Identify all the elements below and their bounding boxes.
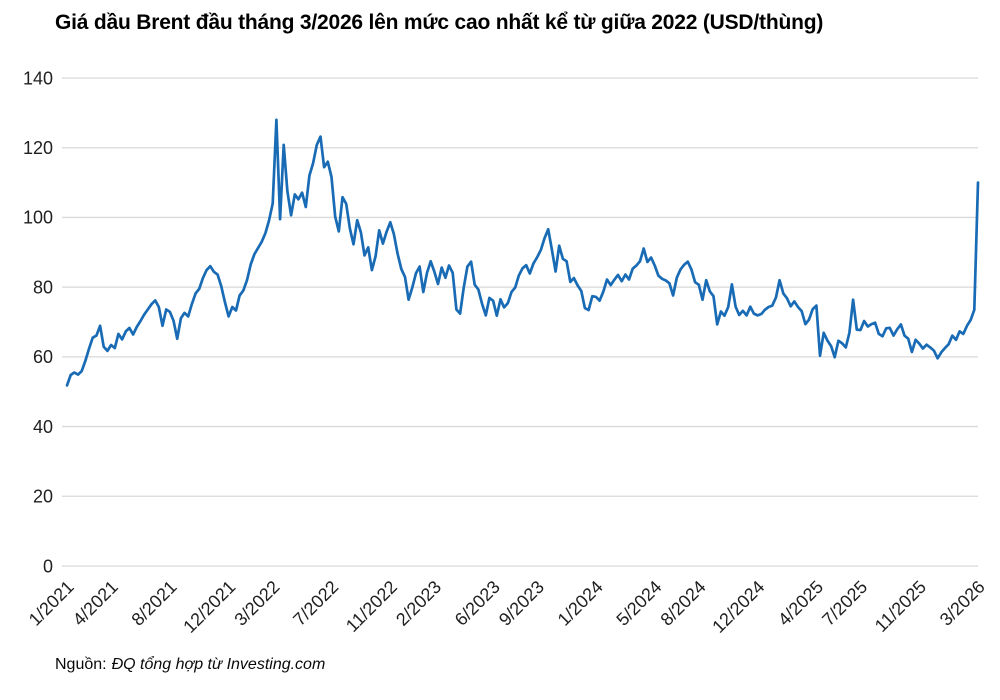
x-axis-tick-label: 1/2024 [554, 577, 607, 630]
x-axis-tick-label: 11/2025 [871, 577, 930, 636]
x-axis-tick-label: 3/2026 [936, 577, 989, 630]
source-note: Nguồn: ĐQ tổng hợp từ Investing.com [55, 656, 325, 674]
x-axis-tick-label: 1/2021 [25, 577, 78, 630]
x-axis-tick-label: 12/2024 [708, 577, 768, 637]
x-axis-tick-label: 4/2021 [69, 577, 122, 630]
x-axis-tick-label: 7/2025 [818, 577, 871, 630]
x-axis-tick-label: 6/2023 [451, 577, 504, 630]
y-axis-tick-label: 80 [33, 277, 53, 297]
x-axis-tick-label: 11/2022 [342, 577, 401, 636]
x-axis-tick-label: 9/2023 [495, 577, 548, 630]
y-axis-tick-label: 20 [33, 487, 53, 507]
x-axis-tick-label: 8/2021 [128, 577, 181, 630]
x-axis-tick-label: 3/2022 [230, 577, 283, 630]
y-axis-tick-label: 40 [33, 417, 53, 437]
source-prefix: Nguồn: [55, 656, 107, 673]
y-axis-tick-label: 60 [33, 347, 53, 367]
y-axis-tick-label: 100 [23, 208, 53, 228]
y-axis-tick-label: 120 [23, 138, 53, 158]
x-axis-tick-label: 5/2024 [612, 577, 665, 630]
x-axis-tick-label: 8/2024 [657, 577, 710, 630]
y-axis-tick-label: 0 [43, 556, 53, 576]
x-axis-tick-label: 2/2023 [392, 577, 445, 630]
x-axis-tick-label: 4/2025 [774, 577, 827, 630]
x-axis-tick-label: 12/2021 [179, 577, 239, 637]
source-text: ĐQ tổng hợp từ Investing.com [111, 656, 326, 673]
y-axis-tick-label: 140 [23, 68, 53, 88]
brent-price-line [65, 118, 980, 387]
x-axis-tick-label: 7/2022 [289, 577, 342, 630]
chart-title: Giá dầu Brent đầu tháng 3/2026 lên mức c… [55, 11, 824, 34]
